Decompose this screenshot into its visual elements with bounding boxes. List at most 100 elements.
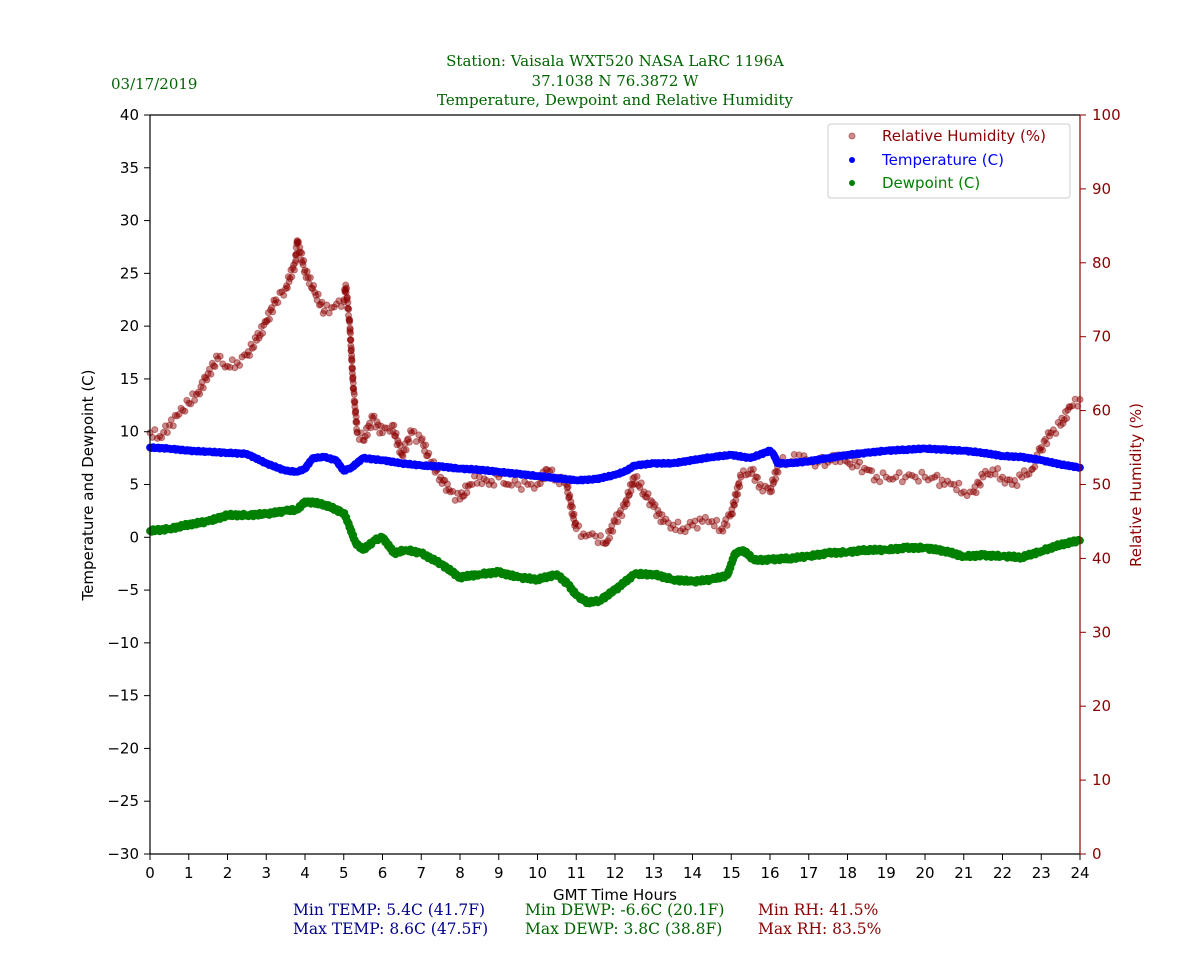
rh-point (342, 281, 350, 289)
rh-point (621, 503, 629, 511)
rh-point (219, 360, 227, 368)
rh-point (228, 356, 236, 364)
rh-point (292, 251, 300, 259)
rh-point (722, 516, 730, 523)
rh-point (292, 257, 300, 264)
rh-point (352, 418, 360, 426)
rh-point (1011, 477, 1019, 484)
rh-series (146, 237, 1084, 548)
rh-point (768, 476, 776, 484)
rh-point (169, 422, 177, 430)
rh-point (940, 481, 948, 488)
rh-point (352, 408, 359, 416)
x-tick-label: 24 (1070, 864, 1089, 882)
rh-point (445, 486, 453, 494)
rh-point (343, 294, 351, 302)
rh-point (407, 427, 414, 435)
rh-point (345, 305, 353, 313)
rh-point (353, 429, 361, 437)
rh-point (456, 495, 464, 503)
rh-point (280, 291, 288, 299)
rh-point (488, 477, 495, 485)
rh-point (333, 300, 340, 308)
rh-point (1023, 471, 1031, 479)
rh-point (1028, 466, 1036, 474)
rh-point (543, 466, 551, 474)
rh-point (761, 482, 769, 490)
rh-point (991, 470, 999, 478)
rh-point (342, 289, 350, 296)
y-right-tick-label: 10 (1092, 771, 1111, 789)
rh-point (337, 303, 345, 310)
rh-point (351, 409, 359, 417)
rh-point (360, 437, 368, 444)
rh-point (328, 304, 336, 312)
rh-point (374, 421, 382, 429)
rh-point (742, 471, 750, 479)
rh-point (727, 510, 735, 518)
rh-point (720, 520, 728, 528)
rh-point (599, 539, 607, 547)
rh-point (270, 296, 278, 304)
rh-point (297, 248, 304, 256)
rh-point (630, 473, 638, 481)
rh-point (302, 274, 310, 282)
rh-point (870, 476, 878, 484)
legend-rh-label: Relative Humidity (%) (882, 127, 1046, 145)
rh-point (924, 476, 932, 484)
rh-point (514, 481, 522, 488)
rh-point (594, 539, 602, 547)
rh-point (723, 521, 731, 529)
rh-point (767, 484, 775, 492)
rh-point (341, 287, 349, 295)
rh-point (335, 297, 343, 305)
rh-point (214, 355, 222, 363)
rh-point (1035, 445, 1043, 453)
rh-point (344, 299, 352, 307)
rh-point (879, 469, 887, 477)
rh-point (350, 397, 358, 405)
rh-point (367, 424, 375, 432)
rh-point (282, 285, 290, 293)
rh-point (689, 521, 696, 529)
rh-point (1071, 395, 1079, 403)
chart-title-coordinates: 37.1038 N 76.3872 W (531, 72, 699, 90)
rh-point (349, 384, 357, 392)
x-tick-label: 18 (838, 864, 857, 882)
rh-point (346, 336, 354, 344)
rh-point (348, 355, 356, 362)
rh-point (647, 497, 655, 505)
rh-point (405, 438, 413, 446)
rh-point (410, 427, 418, 435)
rh-point (729, 510, 736, 518)
rh-point (1049, 426, 1057, 434)
y-axis-ticks: 40 35 30 25 20 15 10 5 0 −5 −10 −15 −20 −25 −30 (107, 106, 150, 863)
rh-point (313, 296, 321, 304)
rh-point (394, 437, 402, 445)
rh-point (485, 481, 493, 488)
rh-point (1018, 473, 1026, 481)
rh-point (566, 503, 574, 511)
rh-point (1054, 419, 1062, 426)
rh-point (293, 238, 301, 246)
rh-point (153, 434, 161, 442)
rh-point (908, 472, 916, 479)
rh-point (622, 496, 630, 504)
rh-point (347, 345, 355, 352)
rh-point (759, 487, 767, 495)
rh-point (216, 352, 224, 360)
rh-point (662, 515, 670, 523)
rh-point (403, 436, 411, 444)
rh-point (298, 249, 306, 257)
rh-point (233, 359, 241, 367)
rh-point (290, 266, 298, 274)
rh-point (628, 480, 636, 488)
rh-point (194, 388, 202, 396)
rh-point (751, 477, 759, 484)
rh-point (619, 501, 627, 509)
rh-point (617, 507, 624, 514)
rh-point (1057, 421, 1065, 429)
rh-point (633, 473, 641, 480)
rh-point (340, 298, 348, 306)
